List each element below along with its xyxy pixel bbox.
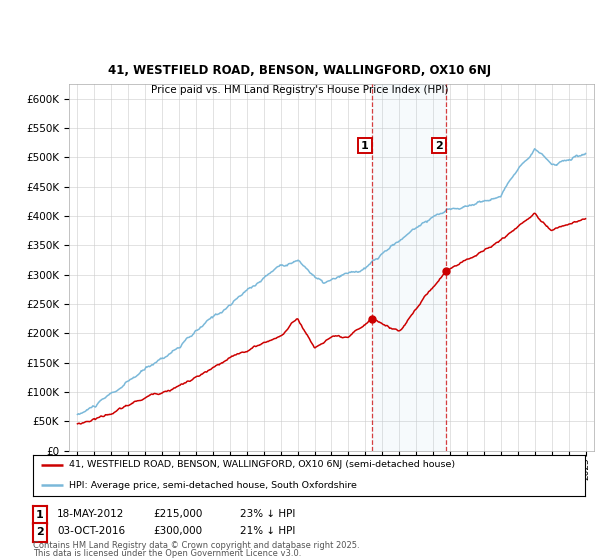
Text: Price paid vs. HM Land Registry's House Price Index (HPI): Price paid vs. HM Land Registry's House … — [151, 85, 449, 95]
Text: 41, WESTFIELD ROAD, BENSON, WALLINGFORD, OX10 6NJ: 41, WESTFIELD ROAD, BENSON, WALLINGFORD,… — [109, 64, 491, 77]
Text: £215,000: £215,000 — [153, 509, 202, 519]
Text: 41, WESTFIELD ROAD, BENSON, WALLINGFORD, OX10 6NJ (semi-detached house): 41, WESTFIELD ROAD, BENSON, WALLINGFORD,… — [69, 460, 455, 469]
Text: Contains HM Land Registry data © Crown copyright and database right 2025.: Contains HM Land Registry data © Crown c… — [33, 541, 359, 550]
Bar — [372, 84, 446, 451]
Text: £300,000: £300,000 — [153, 526, 202, 536]
Text: 1: 1 — [361, 141, 369, 151]
Text: 2: 2 — [435, 141, 443, 151]
Text: 1: 1 — [36, 510, 44, 520]
Text: 03-OCT-2016: 03-OCT-2016 — [57, 526, 125, 536]
Text: HPI: Average price, semi-detached house, South Oxfordshire: HPI: Average price, semi-detached house,… — [69, 481, 357, 490]
Text: This data is licensed under the Open Government Licence v3.0.: This data is licensed under the Open Gov… — [33, 549, 301, 558]
Text: 2: 2 — [36, 528, 44, 537]
Text: 18-MAY-2012: 18-MAY-2012 — [57, 509, 124, 519]
Text: 21% ↓ HPI: 21% ↓ HPI — [240, 526, 295, 536]
Text: 23% ↓ HPI: 23% ↓ HPI — [240, 509, 295, 519]
